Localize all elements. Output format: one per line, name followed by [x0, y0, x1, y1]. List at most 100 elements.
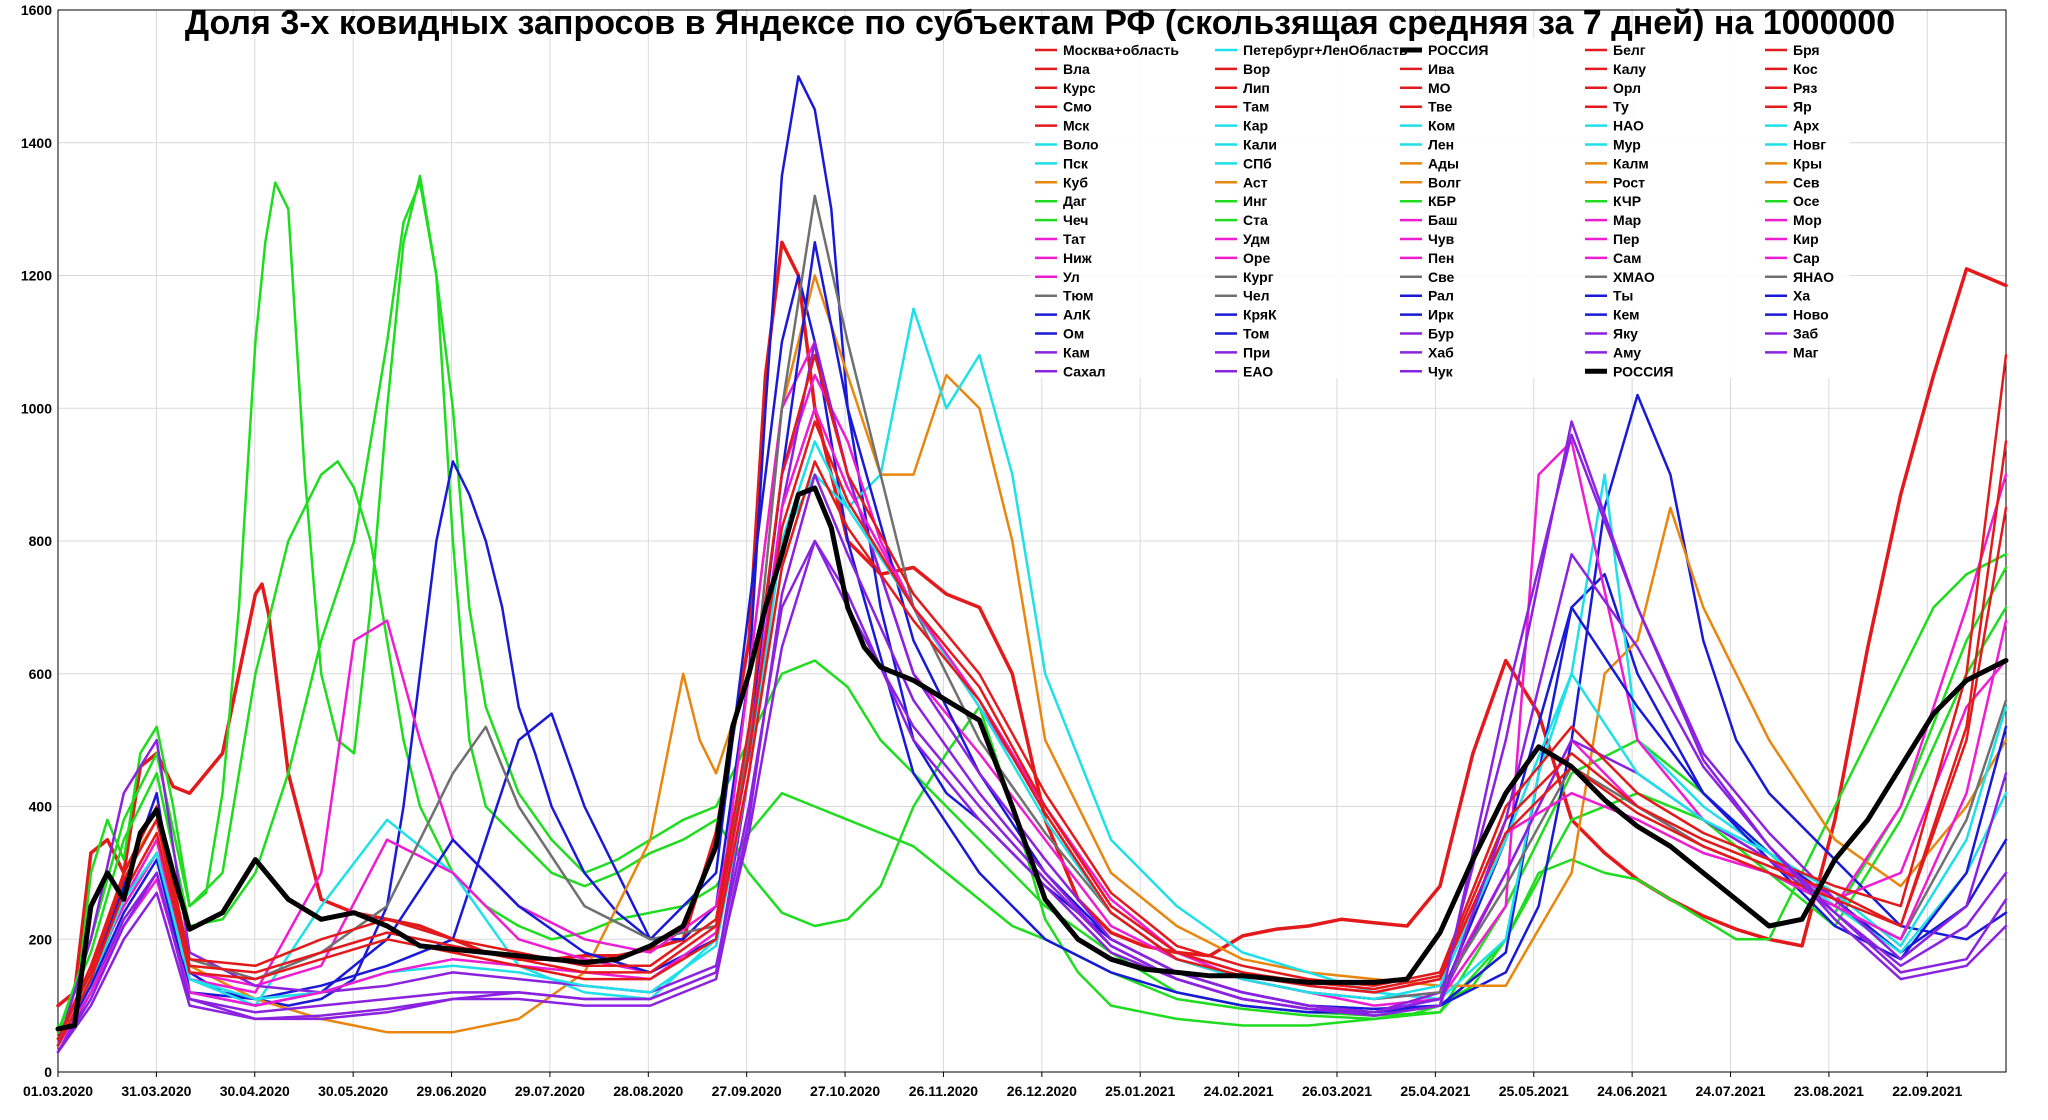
y-tick-label: 1600 [21, 2, 52, 18]
series-line [56, 373, 2008, 1047]
legend-label: Мск [1063, 118, 1090, 134]
x-tick-label: 30.05.2020 [318, 1083, 388, 1099]
legend-label: Инг [1243, 193, 1268, 209]
legend-label: Ива [1428, 61, 1454, 77]
legend-label: Ирк [1428, 307, 1455, 323]
legend-label: РОССИЯ [1613, 363, 1673, 379]
series-line [56, 307, 2008, 1047]
x-tick-label: 26.12.2020 [1007, 1083, 1077, 1099]
x-tick-label: 01.03.2020 [23, 1083, 93, 1099]
y-axis: 0 200 400 600 800 1000 1200 1400 1600 [21, 2, 52, 1080]
series-line [56, 174, 2008, 1027]
legend-label: Лен [1428, 137, 1454, 153]
legend-label: Мар [1613, 212, 1641, 228]
legend: Москва+область Вла Курс Смо Мск Воло Пск Куб Даг… [1035, 42, 1834, 379]
legend-label: При [1243, 344, 1270, 360]
legend-label: НАО [1613, 118, 1644, 134]
legend-label: Калм [1613, 155, 1649, 171]
x-tick-label: 24.06.2021 [1597, 1083, 1667, 1099]
x-tick-label: 26.11.2020 [909, 1083, 979, 1099]
legend-label: ЕАО [1243, 363, 1273, 379]
legend-label: ЯНАО [1793, 269, 1834, 285]
x-axis: 01.03.2020 31.03.2020 30.04.2020 30.05.2020… [23, 1072, 1963, 1099]
legend-label: Тюм [1063, 288, 1094, 304]
legend-label: Ново [1793, 307, 1829, 323]
series-lines [55, 75, 2009, 1054]
y-tick-label: 600 [29, 666, 53, 682]
legend-label: Заб [1793, 326, 1819, 342]
legend-label: КряК [1243, 307, 1277, 323]
legend-label: АлК [1063, 307, 1091, 323]
legend-label: Баш [1428, 212, 1458, 228]
legend-label: Ом [1063, 326, 1084, 342]
series-line [56, 440, 2008, 1047]
series-line [56, 473, 2008, 1054]
legend-label: Новг [1793, 137, 1826, 153]
legend-label: Даг [1063, 193, 1087, 209]
y-tick-label: 200 [29, 931, 53, 947]
x-tick-label: 24.02.2021 [1204, 1083, 1274, 1099]
legend-label: Ниж [1063, 250, 1093, 266]
legend-label: Курс [1063, 80, 1096, 96]
legend-label: Волг [1428, 174, 1461, 190]
x-tick-label: 27.09.2020 [712, 1083, 782, 1099]
legend-label: Бур [1428, 326, 1454, 342]
legend-label: Аст [1243, 174, 1268, 190]
legend-label: Ады [1428, 155, 1459, 171]
x-tick-label: 24.07.2021 [1695, 1083, 1765, 1099]
legend-label: Там [1243, 99, 1269, 115]
legend-label: Пер [1613, 231, 1639, 247]
series-line [56, 433, 2008, 1054]
legend-label: Пен [1428, 250, 1454, 266]
legend-label: Ха [1793, 288, 1810, 304]
legend-label: КЧР [1613, 193, 1641, 209]
legend-label: Ряз [1793, 80, 1817, 96]
series-line [56, 420, 2008, 1041]
legend-label: Кург [1243, 269, 1274, 285]
legend-label: Том [1243, 326, 1269, 342]
legend-label: Сев [1793, 174, 1820, 190]
legend-background [1030, 38, 1850, 378]
y-tick-label: 400 [29, 799, 53, 815]
legend-label: Осе [1793, 193, 1820, 209]
legend-label: КБР [1428, 193, 1456, 209]
legend-label: Кам [1063, 344, 1090, 360]
legend-label: Ста [1243, 212, 1268, 228]
x-tick-label: 30.04.2020 [220, 1083, 290, 1099]
legend-label: Калу [1613, 61, 1646, 77]
legend-label: Кар [1243, 118, 1268, 134]
legend-label: Кали [1243, 137, 1277, 153]
legend-label: Вор [1243, 61, 1270, 77]
y-tick-label: 1400 [21, 135, 52, 151]
legend-label: Оре [1243, 250, 1270, 266]
y-tick-label: 1000 [21, 400, 52, 416]
legend-label: Кры [1793, 155, 1822, 171]
legend-label: Кос [1793, 61, 1818, 77]
legend-label: Ту [1613, 99, 1629, 115]
legend-label: Воло [1063, 137, 1099, 153]
x-tick-label: 25.04.2021 [1400, 1083, 1470, 1099]
x-tick-label: 22.09.2021 [1892, 1083, 1962, 1099]
legend-label: Мур [1613, 137, 1641, 153]
x-tick-label: 28.08.2020 [613, 1083, 683, 1099]
y-tick-label: 1200 [21, 268, 52, 284]
x-tick-label: 31.03.2020 [121, 1083, 191, 1099]
series-line [55, 485, 2009, 1032]
series-line [56, 353, 2008, 1041]
legend-label: Сам [1613, 250, 1641, 266]
chart-title: Доля 3-х ковидных запросов в Яндексе по … [185, 4, 1895, 42]
y-tick-label: 800 [29, 533, 53, 549]
x-tick-label: 27.10.2020 [810, 1083, 880, 1099]
legend-label: Удм [1243, 231, 1270, 247]
legend-label: Кем [1613, 307, 1640, 323]
legend-label: Сахал [1063, 363, 1106, 379]
legend-label: Рал [1428, 288, 1454, 304]
legend-label: Арх [1793, 118, 1819, 134]
legend-label: Кир [1793, 231, 1819, 247]
legend-label: Хаб [1428, 344, 1454, 360]
legend-label: Москва+область [1063, 42, 1179, 58]
legend-label: Пск [1063, 155, 1089, 171]
legend-label: Ул [1063, 269, 1080, 285]
legend-label: РОССИЯ [1428, 42, 1488, 58]
